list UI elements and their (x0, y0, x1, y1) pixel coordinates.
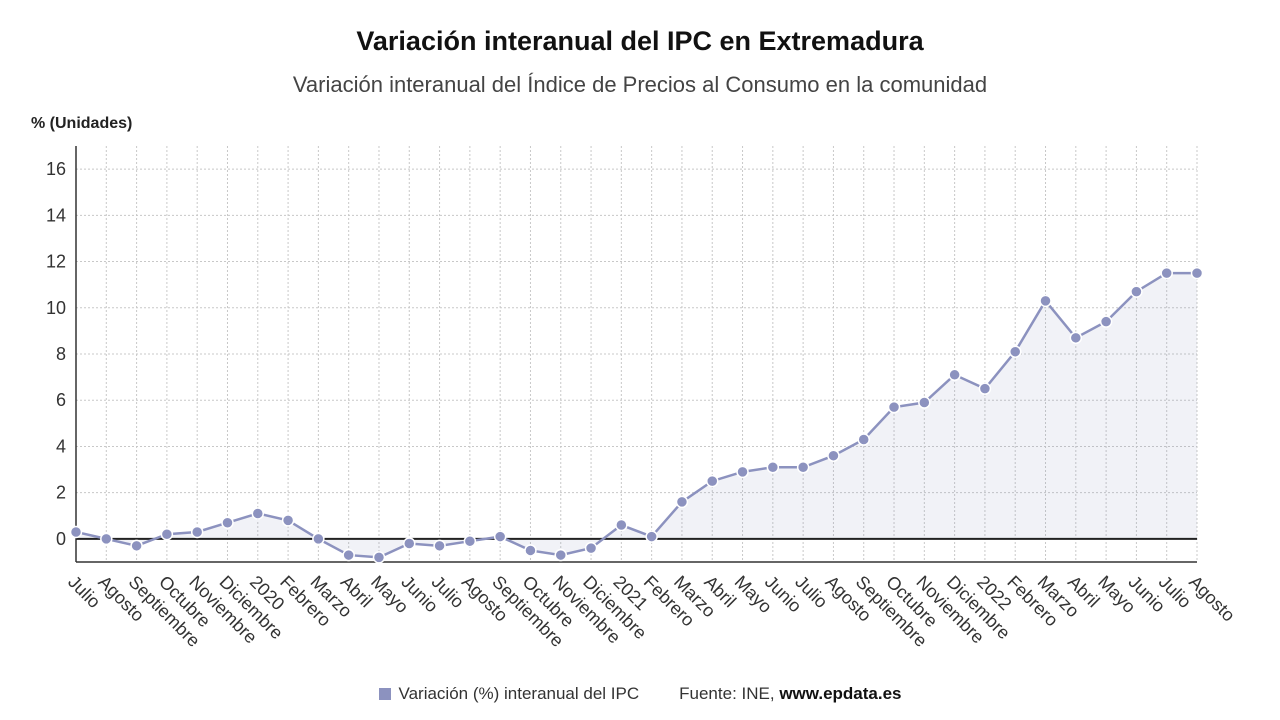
data-point (584, 541, 598, 555)
data-point (796, 460, 810, 474)
data-point (1039, 294, 1052, 308)
y-tick-label: 14 (46, 205, 66, 225)
data-point (857, 433, 870, 446)
data-point (1130, 285, 1143, 298)
source-prefix: Fuente: INE, (679, 684, 780, 703)
data-point (948, 368, 961, 382)
data-point (766, 460, 780, 474)
data-point (887, 400, 901, 414)
data-point (1099, 315, 1113, 328)
data-point (705, 474, 719, 488)
y-tick-label: 0 (56, 529, 66, 549)
data-point (160, 528, 174, 541)
y-tick-label: 2 (56, 483, 66, 503)
chart-title: Variación interanual del IPC en Extremad… (356, 26, 924, 56)
data-point (69, 525, 83, 539)
data-point (978, 382, 992, 395)
y-tick-label: 8 (56, 344, 66, 364)
data-point (736, 465, 749, 479)
data-point (645, 530, 658, 543)
data-point (827, 449, 840, 462)
data-point (251, 507, 265, 520)
data-point (190, 525, 204, 539)
data-point (281, 514, 295, 527)
data-point (918, 396, 931, 409)
data-point (312, 532, 325, 546)
source-brand: www.epdata.es (779, 684, 902, 703)
data-point (463, 534, 477, 548)
data-point (100, 532, 113, 546)
chart-footer: Variación (%) interanual del IPC Fuente:… (0, 684, 1280, 704)
legend: Variación (%) interanual del IPC (378, 684, 640, 704)
data-point (1190, 266, 1204, 280)
source-note: Fuente: INE, www.epdata.es (679, 684, 901, 704)
y-tick-label: 4 (56, 436, 66, 456)
data-point (1008, 345, 1022, 358)
data-point (342, 548, 355, 562)
legend-swatch (378, 688, 391, 700)
chart-subtitle: Variación interanual del Índice de Preci… (292, 72, 988, 97)
line-chart: 0246810121416JulioAgostoSeptiembreOctubr… (46, 146, 1239, 651)
data-point (130, 539, 143, 553)
data-point (1160, 266, 1173, 280)
data-point (433, 539, 446, 553)
y-tick-label: 16 (46, 159, 66, 179)
y-axis-label: % (Unidades) (31, 115, 133, 132)
x-tick-label: Julio (64, 572, 104, 612)
data-point (493, 530, 507, 543)
y-tick-label: 10 (46, 298, 66, 318)
data-point (221, 516, 234, 529)
legend-label: Variación (%) interanual del IPC (398, 684, 640, 703)
data-point (524, 544, 537, 557)
data-point (554, 548, 568, 562)
series-area (76, 273, 1197, 558)
y-tick-label: 12 (46, 252, 66, 272)
data-point (675, 495, 689, 509)
y-tick-label: 6 (56, 390, 66, 410)
data-point (1069, 331, 1083, 345)
data-point (372, 551, 386, 564)
data-point (403, 537, 416, 550)
data-point (615, 518, 628, 532)
